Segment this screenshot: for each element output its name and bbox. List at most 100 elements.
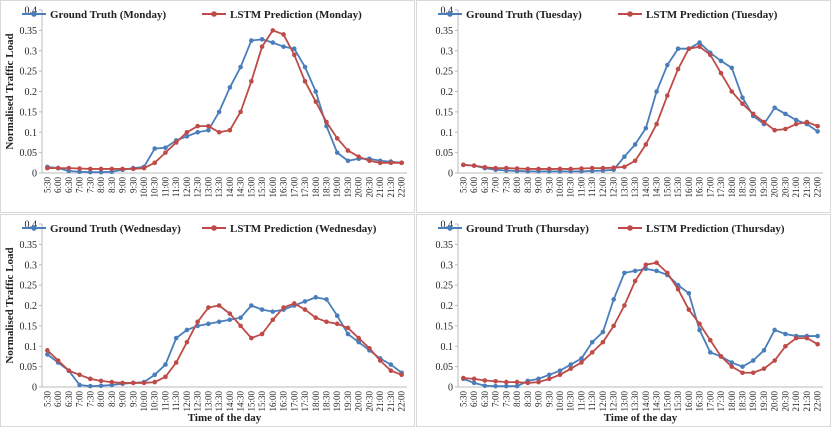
series-point	[675, 66, 681, 72]
series-point	[665, 62, 670, 68]
series-point	[686, 290, 692, 296]
x-tick-label: 11:00	[576, 391, 586, 412]
series-point	[249, 79, 254, 84]
series-point	[707, 350, 713, 355]
chart-panel: 0 0.05 0.1 0.15 0.2 0.25 0.3 0.35 0.4 5:30 6:00 6:3…	[0, 214, 415, 427]
legend-label: Ground Truth (Monday)	[50, 9, 166, 21]
series-point	[632, 268, 638, 274]
x-tick-label: 18:30	[321, 391, 331, 412]
x-tick-label: 12:30	[609, 177, 619, 198]
series-point	[729, 65, 735, 71]
series-point	[291, 301, 297, 306]
series-point	[665, 93, 670, 98]
y-tick-label: 0.25	[20, 281, 38, 292]
series-line	[463, 45, 818, 170]
series-point	[184, 134, 190, 139]
series-point	[120, 380, 125, 386]
series-point	[740, 364, 745, 369]
x-tick-label: 10:30	[566, 391, 576, 412]
x-tick-label: 22:00	[397, 177, 407, 198]
series-point	[546, 376, 552, 382]
series-point	[367, 158, 372, 164]
series-point	[77, 382, 82, 388]
x-axis-label: Time of the day	[188, 412, 262, 424]
x-tick-label: 17:00	[705, 391, 715, 412]
series-point	[665, 270, 670, 276]
x-tick-label: 16:00	[684, 391, 694, 412]
series-point	[568, 166, 574, 172]
x-tick-label: 17:30	[716, 391, 726, 412]
series-point	[163, 145, 168, 151]
series-point	[804, 335, 810, 341]
series-point	[815, 123, 820, 129]
y-tick-label: 0.4	[25, 220, 38, 231]
x-tick-label: 12:00	[598, 177, 608, 198]
x-tick-label: 15:00	[246, 391, 256, 412]
x-tick-label: 15:30	[257, 391, 267, 412]
x-tick-label: 10:30	[150, 391, 160, 412]
series-point	[152, 372, 158, 378]
panel-border	[0, 0, 415, 213]
legend-label: Ground Truth (Thursday)	[466, 223, 589, 235]
x-tick-label: 10:00	[139, 391, 149, 412]
series-point	[654, 268, 659, 274]
x-tick-label: 20:00	[354, 391, 364, 412]
series-point	[504, 383, 509, 389]
series-point	[184, 327, 190, 333]
legend-label: LSTM Prediction (Thursday)	[646, 223, 785, 235]
x-tick-label: 6:00	[53, 177, 63, 194]
series-point	[98, 383, 104, 389]
series-point	[206, 305, 211, 310]
series-point	[761, 119, 767, 125]
series-point	[259, 44, 265, 49]
x-tick-label: 12:30	[193, 391, 203, 412]
x-tick-label: 10:30	[566, 177, 576, 198]
series-point	[324, 319, 329, 325]
x-tick-label: 21:30	[386, 177, 396, 198]
series-point	[88, 166, 93, 172]
series-point	[173, 335, 179, 341]
series-point	[270, 40, 276, 45]
x-tick-label: 16:00	[268, 391, 278, 412]
series-point	[88, 376, 93, 382]
series-point	[227, 127, 233, 133]
series-point	[536, 376, 541, 382]
x-tick-label: 19:00	[332, 391, 342, 412]
series-point	[536, 379, 541, 385]
series-point	[356, 154, 361, 159]
y-axis-label: Normalised Traffic Load	[4, 33, 16, 149]
series-point	[493, 165, 498, 171]
x-tick-label: 19:00	[332, 177, 342, 198]
series-point	[654, 260, 659, 266]
x-tick-label: 5:30	[42, 391, 52, 408]
series-point	[632, 158, 638, 164]
series-point	[249, 38, 254, 43]
series-point	[281, 44, 286, 49]
series-point	[130, 380, 136, 386]
series-point	[568, 366, 574, 371]
x-tick-label: 15:00	[662, 391, 672, 412]
x-tick-label: 18:00	[311, 177, 321, 198]
series-point	[216, 109, 222, 115]
y-tick-label: 0	[32, 169, 37, 180]
series-point	[718, 70, 724, 76]
x-tick-label: 22:00	[813, 177, 823, 198]
series-point	[675, 286, 681, 292]
series-point	[514, 166, 520, 171]
x-tick-label: 7:30	[501, 391, 511, 408]
y-tick-label: 0.15	[436, 107, 454, 118]
series-point	[173, 360, 179, 365]
x-tick-label: 16:00	[268, 177, 278, 198]
series-point	[216, 129, 222, 135]
series-point	[654, 89, 659, 94]
x-tick-label: 11:30	[171, 177, 181, 198]
series-point	[579, 166, 584, 171]
series-point	[589, 165, 595, 171]
series-point	[302, 307, 308, 312]
series-point	[482, 164, 488, 170]
legend-marker	[211, 225, 217, 231]
series-point	[163, 150, 168, 155]
x-tick-label: 6:00	[469, 177, 479, 194]
x-tick-label: 7:30	[501, 177, 511, 194]
x-tick-label: 20:00	[770, 391, 780, 412]
